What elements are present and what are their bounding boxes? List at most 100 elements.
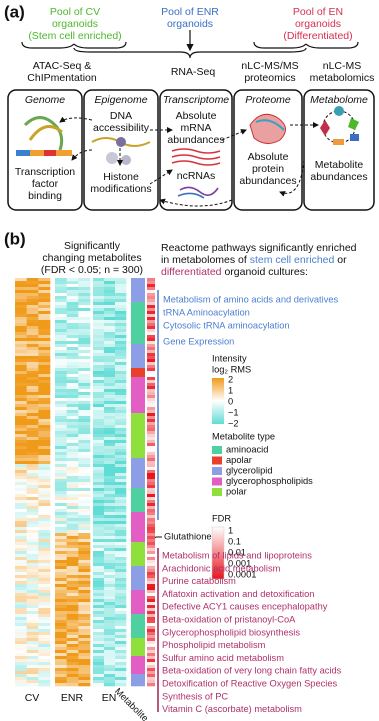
heatmap-cell <box>115 476 127 480</box>
heatmap-cell <box>26 479 39 483</box>
heatmap-cell <box>15 518 27 522</box>
heatmap-cell <box>38 512 51 516</box>
heatmap-cell <box>66 473 79 477</box>
heatmap-cell <box>93 344 105 348</box>
heatmap-cell <box>15 512 27 516</box>
heatmap-cell <box>104 317 116 321</box>
metabolite-type-cell <box>131 617 145 621</box>
metabolite-type-cell <box>131 392 145 396</box>
heatmap-cell <box>78 599 91 603</box>
heatmap-cell <box>93 305 105 309</box>
heatmap-cell <box>55 557 67 561</box>
heatmap-cell <box>55 515 67 519</box>
heatmap-cell <box>115 497 127 501</box>
heatmap-cell <box>104 647 116 651</box>
heatmap-cell <box>66 380 79 384</box>
heatmap-cell <box>93 512 105 516</box>
heatmap-cell <box>104 542 116 546</box>
heatmap-cell <box>66 491 79 495</box>
heatmap-cell <box>15 398 27 402</box>
heatmap-cell <box>55 509 67 513</box>
fdr-cell <box>147 416 155 420</box>
heatmap-cell <box>93 506 105 510</box>
heatmap-cell <box>55 302 67 306</box>
heatmap-cell <box>104 359 116 363</box>
heatmap-cell <box>55 587 67 591</box>
fdr-cell <box>147 335 155 339</box>
heatmap-cell <box>26 344 39 348</box>
heatmap-cell <box>15 314 27 318</box>
heatmap-cell <box>55 425 67 429</box>
heatmap-cell <box>66 611 79 615</box>
heatmap-cell <box>55 605 67 609</box>
heatmap-cell <box>66 656 79 660</box>
heatmap-cell <box>55 485 67 489</box>
heatmap-cell <box>15 293 27 297</box>
heatmap-cell <box>104 398 116 402</box>
heatmap-cell <box>15 458 27 462</box>
heatmap-cell <box>26 383 39 387</box>
metabolite-type-cell <box>131 584 145 588</box>
heatmap-cell <box>78 578 91 582</box>
heatmap-cell <box>115 641 127 645</box>
heatmap-cell <box>78 539 91 543</box>
omics-text: modifications <box>90 183 151 195</box>
fdr-cell <box>147 641 155 645</box>
heatmap-cell <box>15 521 27 525</box>
heatmap-cell <box>26 395 39 399</box>
heatmap-cell <box>55 512 67 516</box>
heatmap-cell <box>93 389 105 393</box>
heatmap-cell <box>15 575 27 579</box>
fdr-cell <box>147 656 155 660</box>
fdr-cell <box>147 302 155 306</box>
heatmap-cell <box>104 338 116 342</box>
heatmap-cell <box>66 344 79 348</box>
heatmap-cell <box>93 365 105 369</box>
heatmap-cell <box>26 554 39 558</box>
fdr-label: 0.0001 <box>228 569 256 579</box>
heatmap-cell <box>26 491 39 495</box>
heatmap-cell <box>93 350 105 354</box>
heatmap-cell <box>38 665 51 669</box>
legend-subtitle: log₂ RMS <box>212 364 251 374</box>
fdr-cell <box>147 518 155 522</box>
metabolite-type-cell <box>131 650 145 654</box>
heatmap-cell <box>15 353 27 357</box>
heatmap-cell <box>55 344 67 348</box>
heatmap-cell <box>55 527 67 531</box>
heatmap-cell <box>38 653 51 657</box>
heatmap-cell <box>38 329 51 333</box>
heatmap-cell <box>78 590 91 594</box>
heatmap-cell <box>26 602 39 606</box>
heatmap-cell <box>38 446 51 450</box>
heatmap-cell <box>55 395 67 399</box>
heatmap-cell <box>38 536 51 540</box>
fdr-cell <box>147 578 155 582</box>
diff-pathway: Aflatoxin activation and detoxification <box>162 589 314 599</box>
metabolite-type-cell <box>131 323 145 327</box>
heatmap-cell <box>104 350 116 354</box>
heatmap-cell <box>104 371 116 375</box>
heatmap-cell <box>115 626 127 630</box>
heatmap-cell <box>115 572 127 576</box>
heatmap-cell <box>78 413 91 417</box>
heatmap-cell <box>104 452 116 456</box>
heatmap-cell <box>66 569 79 573</box>
heatmap-cell <box>26 635 39 639</box>
heatmap-cell <box>93 530 105 534</box>
heatmap-cell <box>104 620 116 624</box>
heatmap-cell <box>115 317 127 321</box>
heatmap-cell <box>38 494 51 498</box>
heatmap-cell <box>104 302 116 306</box>
heatmap-cell <box>55 386 67 390</box>
metabolite-type-cell <box>131 416 145 420</box>
heatmap-cell <box>115 335 127 339</box>
heatmap-cell <box>15 617 27 621</box>
heatmap-cell <box>26 551 39 555</box>
heatmap-cell <box>115 524 127 528</box>
heatmap-cell <box>115 575 127 579</box>
heatmap-cell <box>26 320 39 324</box>
heatmap-cell <box>66 362 79 366</box>
heatmap-cell <box>115 482 127 486</box>
heatmap-cell <box>115 659 127 663</box>
